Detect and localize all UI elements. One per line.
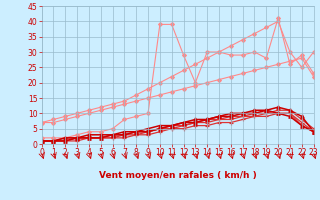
- X-axis label: Vent moyen/en rafales ( km/h ): Vent moyen/en rafales ( km/h ): [99, 171, 256, 180]
